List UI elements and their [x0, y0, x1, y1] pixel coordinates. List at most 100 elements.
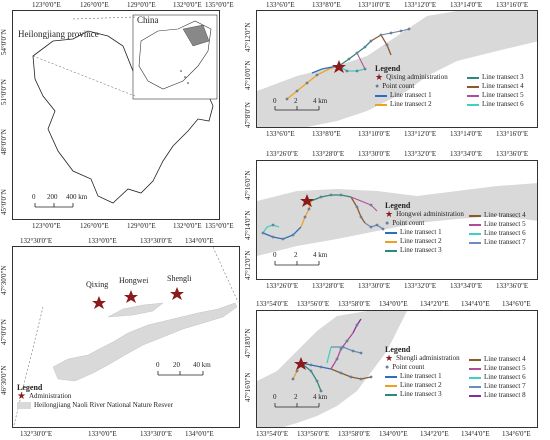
qx-xtick-bot-4: 133°14'0"E — [450, 130, 483, 138]
sl-xtick-bot-1: 133°56'0"E — [297, 430, 330, 438]
shengli-map-svg — [257, 311, 407, 427]
sl-xtick-top-6: 134°6'0"E — [502, 300, 531, 308]
ov-xtick-top-1: 126°0'0"E — [80, 1, 109, 9]
dot-icon: ● — [375, 82, 380, 90]
qx-xtick-top-2: 133°10'0"E — [358, 1, 391, 9]
hw-xtick-bot-1: 133°28'0"E — [312, 282, 345, 290]
hw-ytick-1: 47°14'0"N — [244, 210, 252, 240]
hw-xtick-top-3: 133°32'0"E — [404, 150, 437, 158]
sl-xtick-top-4: 134°2'0"E — [420, 300, 449, 308]
rs-ytick-1: 47°0'0"N — [0, 319, 8, 345]
ov-xtick-top-0: 123°0'0"E — [32, 1, 61, 9]
star-icon: ★ — [375, 72, 384, 82]
shengli-star — [170, 287, 184, 300]
hw-scale-2: 4 km — [313, 251, 328, 259]
ov-scale-0: 0 — [32, 193, 36, 201]
dot-icon: ● — [385, 363, 390, 371]
rs-xtick-bot-2: 133°30'0"E — [140, 430, 173, 438]
qx-xtick-top-5: 133°16'0"E — [496, 1, 529, 9]
sl-xtick-top-1: 133°56'0"E — [297, 300, 330, 308]
shengli-map-frame: 0 2 4 km Legend ★ Shengli administration … — [256, 310, 538, 428]
rs-xtick-top-0: 132°30'0"E — [20, 237, 53, 245]
rs-scale-1: 20 — [173, 361, 180, 369]
rs-xtick-bot-1: 133°0'0"E — [88, 430, 117, 438]
rs-xtick-top-3: 134°0'0"E — [185, 237, 214, 245]
site-hongwei: Hongwei — [119, 276, 149, 285]
sl-ytick-1: 47°16'0"N — [244, 372, 252, 402]
qx-ytick-0: 47°12'0"N — [244, 22, 252, 52]
sl-ytick-0: 47°18'0"N — [244, 328, 252, 358]
rs-scale-2: 40 km — [193, 361, 211, 369]
rs-ytick-2: 46°30'0"N — [0, 365, 8, 395]
sl-xtick-top-3: 134°0'0"E — [379, 300, 408, 308]
reserve-swatch-icon — [17, 402, 31, 409]
qx-xtick-bot-5: 133°16'0"E — [496, 130, 529, 138]
hw-xtick-top-4: 133°34'0"E — [450, 150, 483, 158]
sl-xtick-top-2: 133°58'0"E — [338, 300, 371, 308]
heilongjiang-outline — [32, 30, 214, 204]
ov-scale-1: 200 — [47, 193, 58, 201]
overview-map-frame: Heilongjiang province China 0 200 400 km — [12, 10, 220, 220]
hongwei-legend-title: Legend — [385, 201, 411, 210]
sl-xtick-top-0: 133°54'0"E — [256, 300, 289, 308]
hw-xtick-bot-5: 133°36'0"E — [496, 282, 529, 290]
hw-xtick-bot-4: 133°34'0"E — [450, 282, 483, 290]
reserve-map-svg — [13, 247, 239, 427]
reserve-legend: Legend ★ Administration Heilongjiang Naol… — [17, 383, 173, 410]
shengli-legend-title: Legend — [385, 345, 411, 354]
star-icon: ★ — [385, 209, 394, 219]
hongwei-star — [124, 290, 138, 303]
sl-scale-0: 0 — [273, 393, 277, 401]
ov-xtick-top-2: 129°0'0"E — [127, 1, 156, 9]
hw-ytick-0: 47°16'0"N — [244, 170, 252, 200]
ov-xtick-bot-2: 129°0'0"E — [127, 222, 156, 230]
ov-xtick-bot-0: 123°0'0"E — [32, 222, 61, 230]
rs-xtick-top-2: 133°30'0"E — [140, 237, 173, 245]
hw-ytick-2: 47°12'0"N — [244, 250, 252, 280]
qx-xtick-top-3: 133°12'0"E — [404, 1, 437, 9]
ov-ytick-3: 45°0'0"N — [0, 189, 8, 215]
hw-xtick-top-5: 133°36'0"E — [496, 150, 529, 158]
dot-icon: ● — [385, 219, 390, 227]
qx-scale-2: 4 km — [313, 97, 328, 105]
rs-scale-0: 0 — [156, 361, 160, 369]
qx-ytick-2: 47°8'0"N — [244, 102, 252, 128]
legend-administration: ★ Administration — [17, 391, 72, 402]
hongwei-map-svg — [257, 183, 537, 266]
qixing-legend-title: Legend — [375, 64, 401, 73]
hw-xtick-bot-0: 133°26'0"E — [266, 282, 299, 290]
rs-xtick-bot-3: 134°0'0"E — [185, 430, 214, 438]
hw-xtick-top-0: 133°26'0"E — [266, 150, 299, 158]
site-qixing: Qixing — [86, 280, 109, 289]
qx-xtick-top-4: 133°14'0"E — [450, 1, 483, 9]
qx-xtick-top-1: 133°8'0"E — [312, 1, 341, 9]
site-shengli: Shengli — [167, 274, 192, 283]
reserve-area — [52, 302, 238, 382]
sl-xtick-bot-6: 134°6'0"E — [502, 430, 531, 438]
sl-scale-2: 4 km — [313, 393, 328, 401]
shengli-legend-col2: Line transect 4 Line transect 5 Line tra… — [469, 355, 526, 400]
ov-ytick-1: 51°0'0"N — [0, 79, 8, 105]
ov-ytick-0: 54°0'0"N — [0, 29, 8, 55]
sl-xtick-bot-0: 133°54'0"E — [256, 430, 289, 438]
reserve-map-frame: Qixing Hongwei Shengli 0 20 40 km Legend… — [12, 246, 240, 428]
sl-xtick-bot-3: 134°0'0"E — [379, 430, 408, 438]
hw-scale-0: 0 — [273, 251, 277, 259]
qx-xtick-bot-3: 133°12'0"E — [404, 130, 437, 138]
hw-xtick-bot-3: 133°32'0"E — [404, 282, 437, 290]
qixing-map-frame: 0 2 4 km Legend ★ Qixing administration ●… — [256, 10, 538, 128]
hw-xtick-bot-2: 133°30'0"E — [358, 282, 391, 290]
hongwei-legend-col2: Line transect 4 Line transect 5 Line tra… — [469, 211, 526, 247]
rs-xtick-top-1: 133°0'0"E — [88, 237, 117, 245]
ov-ytick-2: 48°0'0"N — [0, 129, 8, 155]
sl-xtick-top-5: 134°4'0"E — [461, 300, 490, 308]
star-icon: ★ — [17, 391, 26, 402]
shengli-legend: Legend ★ Shengli administration ● Point co… — [385, 345, 460, 398]
ov-xtick-top-4: 135°0'0"E — [205, 1, 234, 9]
hw-xtick-top-1: 133°28'0"E — [312, 150, 345, 158]
ov-xtick-bot-3: 132°0'0"E — [173, 222, 202, 230]
ov-xtick-bot-1: 126°0'0"E — [80, 222, 109, 230]
rs-xtick-bot-0: 132°30'0"E — [20, 430, 53, 438]
hongwei-legend: Legend ★ Hongwei administration ● Point co… — [385, 201, 464, 254]
qx-xtick-top-0: 133°6'0"E — [266, 1, 295, 9]
